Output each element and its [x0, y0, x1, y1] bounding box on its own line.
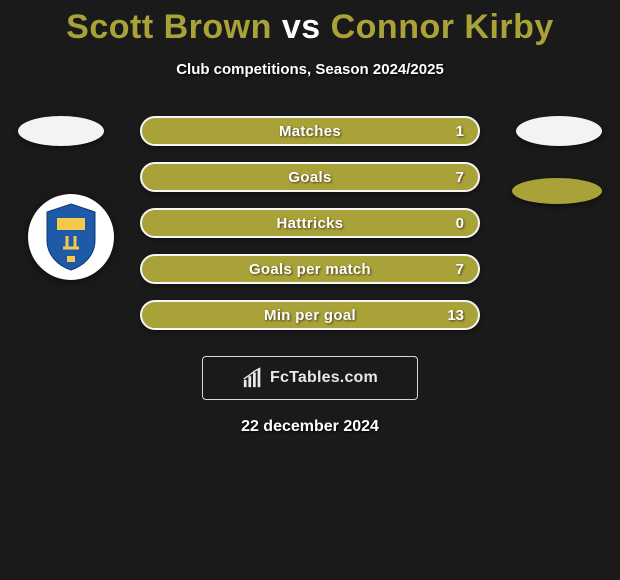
stat-bar: Min per goal 13 [140, 300, 480, 330]
vs-text: vs [282, 8, 321, 46]
stat-value: 13 [447, 307, 464, 324]
stat-value: 1 [456, 123, 464, 140]
date-text: 22 december 2024 [0, 418, 620, 436]
stat-row: Matches 1 [0, 116, 620, 150]
player2-name: Connor Kirby [331, 8, 554, 46]
stat-value: 7 [456, 169, 464, 186]
stat-bar: Goals 7 [140, 162, 480, 192]
stat-label: Goals per match [249, 261, 371, 278]
player2-badge-accent-icon [512, 178, 602, 204]
stat-bar: Goals per match 7 [140, 254, 480, 284]
stat-row: Min per goal 13 [0, 300, 620, 334]
player1-badge-icon [18, 116, 104, 146]
fctables-logo[interactable]: FcTables.com [202, 356, 418, 400]
player1-club-crest-icon [28, 194, 114, 280]
logo-text: FcTables.com [270, 369, 378, 387]
player2-badge-icon [516, 116, 602, 146]
stat-label: Hattricks [277, 215, 344, 232]
subtitle: Club competitions, Season 2024/2025 [0, 61, 620, 78]
stat-label: Matches [279, 123, 341, 140]
stat-bar: Hattricks 0 [140, 208, 480, 238]
chart-icon [242, 367, 264, 389]
stat-label: Goals [288, 169, 331, 186]
stat-value: 7 [456, 261, 464, 278]
stat-label: Min per goal [264, 307, 356, 324]
stat-value: 0 [456, 215, 464, 232]
comparison-title: Scott Brown vs Connor Kirby [0, 0, 620, 47]
player1-name: Scott Brown [66, 8, 272, 46]
stat-bar: Matches 1 [140, 116, 480, 146]
